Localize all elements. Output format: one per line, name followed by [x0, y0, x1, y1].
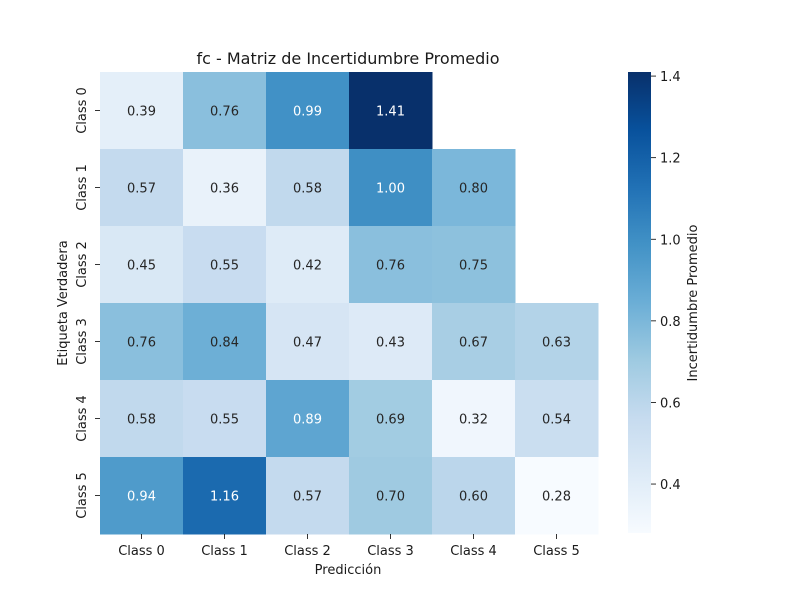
- x-tick-label: Class 4: [450, 544, 497, 559]
- x-tick-label: Class 3: [367, 544, 414, 559]
- colorbar-tick-label: 1.4: [660, 70, 681, 85]
- cell-value-label: 0.75: [459, 259, 488, 274]
- cell-value-label: 1.16: [210, 490, 239, 505]
- x-tick-label: Class 1: [201, 544, 248, 559]
- colorbar-label: Incertidumbre Promedio: [686, 224, 701, 381]
- heatmap-cell: [266, 380, 350, 458]
- x-axis: Class 0 Class 1 Class 2 Class 3 Class 4 Class…: [118, 534, 580, 559]
- heatmap-cell: [349, 457, 433, 535]
- cell-value-label: 0.58: [127, 413, 156, 428]
- cell-value-label: 0.99: [293, 105, 322, 120]
- heatmap-cell: [515, 457, 599, 535]
- heatmap-cell: [266, 457, 350, 535]
- cell-value-label: 0.70: [376, 490, 405, 505]
- heatmap-cell: [266, 149, 350, 227]
- cell-value-label: 0.60: [459, 490, 488, 505]
- heatmap-cell: [266, 226, 350, 304]
- heatmap-cell: [349, 72, 433, 150]
- cell-value-label: 0.39: [127, 105, 156, 120]
- heatmap-cell: [183, 457, 267, 535]
- y-tick-label: Class 2: [75, 241, 90, 288]
- x-tick-label: Class 5: [533, 544, 580, 559]
- heatmap-cell: [266, 303, 350, 381]
- y-tick-label: Class 1: [75, 164, 90, 211]
- heatmap-cell: [349, 226, 433, 304]
- heatmap-cell: [100, 72, 184, 150]
- x-tick-label: Class 0: [118, 544, 165, 559]
- heatmap-cell: [432, 149, 516, 227]
- cell-value-label: 0.84: [210, 336, 239, 351]
- cell-value-label: 0.55: [210, 413, 239, 428]
- cell-value-label: 0.58: [293, 182, 322, 197]
- y-axis-label: Etiqueta Verdadera: [56, 240, 71, 365]
- cell-value-label: 0.43: [376, 336, 405, 351]
- heatmap-cell: [432, 457, 516, 535]
- cell-value-label: 0.45: [127, 259, 156, 274]
- colorbar-tick-label: 0.8: [660, 315, 681, 330]
- colorbar-gradient: [628, 72, 651, 533]
- cell-value-label: 0.94: [127, 490, 156, 505]
- heatmap-cells: 0.39 0.76 0.99 1.41 0.57 0.36 0.58 1.00 0.80 0.45…: [100, 72, 599, 535]
- cell-value-label: 0.36: [210, 182, 239, 197]
- heatmap-cell: [183, 149, 267, 227]
- heatmap-cell: [100, 149, 184, 227]
- cell-value-label: 0.54: [542, 413, 571, 428]
- heatmap-cell: [349, 303, 433, 381]
- x-axis-label: Predicción: [315, 563, 382, 578]
- cell-value-label: 0.28: [542, 490, 571, 505]
- cell-value-label: 0.55: [210, 259, 239, 274]
- cell-value-label: 0.63: [542, 336, 571, 351]
- y-tick-label: Class 5: [75, 472, 90, 519]
- heatmap-cell: [183, 303, 267, 381]
- colorbar-tick-label: 0.6: [660, 396, 681, 411]
- chart-title: fc - Matriz de Incertidumbre Promedio: [196, 49, 499, 68]
- heatmap-cell: [100, 226, 184, 304]
- cell-value-label: 1.41: [376, 105, 405, 120]
- cell-value-label: 0.76: [127, 336, 156, 351]
- heatmap-cell: [183, 226, 267, 304]
- heatmap-cell: [432, 226, 516, 304]
- cell-value-label: 0.69: [376, 413, 405, 428]
- colorbar-tick-label: 0.4: [660, 478, 681, 493]
- heatmap-cell: [183, 380, 267, 458]
- cell-value-label: 0.67: [459, 336, 488, 351]
- heatmap-cell: [432, 303, 516, 381]
- heatmap-cell: [183, 72, 267, 150]
- cell-value-label: 0.32: [459, 413, 488, 428]
- heatmap-cell: [432, 380, 516, 458]
- heatmap-cell: [100, 303, 184, 381]
- cell-value-label: 0.47: [293, 336, 322, 351]
- cell-value-label: 0.80: [459, 182, 488, 197]
- heatmap-cell: [515, 303, 599, 381]
- heatmap-cell: [266, 72, 350, 150]
- cell-value-label: 0.76: [210, 105, 239, 120]
- cell-value-label: 1.00: [376, 182, 405, 197]
- colorbar: 0.4 0.6 0.8 1.0 1.2 1.4: [628, 70, 681, 533]
- y-tick-label: Class 4: [75, 395, 90, 442]
- colorbar-tick-label: 1.2: [660, 152, 681, 167]
- cell-value-label: 0.57: [127, 182, 156, 197]
- y-tick-label: Class 0: [75, 87, 90, 134]
- cell-value-label: 0.76: [376, 259, 405, 274]
- heatmap-cell: [100, 380, 184, 458]
- heatmap-cell: [349, 380, 433, 458]
- x-tick-label: Class 2: [284, 544, 331, 559]
- y-axis: Class 0 Class 1 Class 2 Class 3 Class 4 Class…: [75, 87, 100, 519]
- colorbar-tick-label: 1.0: [660, 233, 681, 248]
- heatmap-cell: [349, 149, 433, 227]
- heatmap-cell: [515, 380, 599, 458]
- cell-value-label: 0.89: [293, 413, 322, 428]
- heatmap-cell: [100, 457, 184, 535]
- cell-value-label: 0.42: [293, 259, 322, 274]
- y-tick-label: Class 3: [75, 318, 90, 365]
- cell-value-label: 0.57: [293, 490, 322, 505]
